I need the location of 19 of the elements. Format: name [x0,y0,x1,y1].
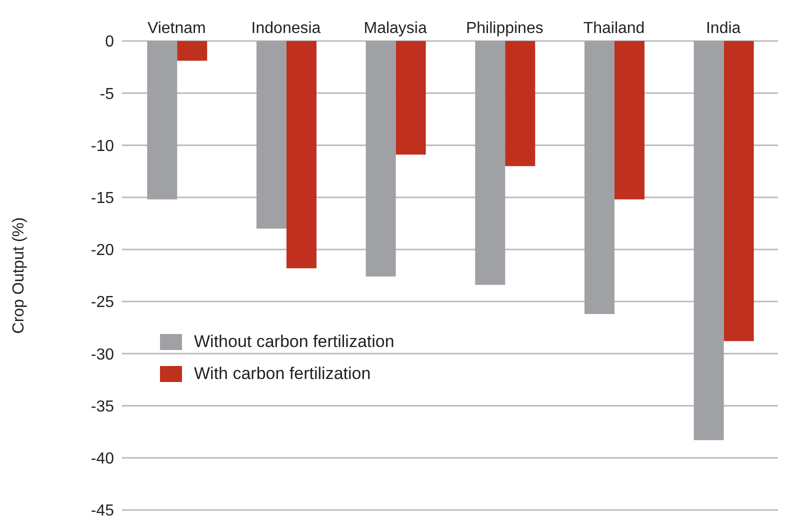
x-tick-label: Vietnam [147,20,206,37]
x-tick-label: India [706,20,741,37]
y-tick-label: 0 [105,34,114,51]
y-tick-label: -30 [90,346,114,364]
legend-label: With carbon fertilization [194,363,371,385]
x-tick-label: Thailand [583,20,645,37]
x-tick-label: Philippines [466,20,544,37]
y-tick-label: -20 [90,242,114,260]
x-tick-label: Malaysia [364,20,427,37]
y-axis-title: Crop Output (%) [10,217,28,334]
x-tick-label: Indonesia [251,20,321,37]
y-tick-label: -25 [90,294,114,312]
y-tick-label: -5 [100,86,114,103]
y-tick-label: -40 [90,450,114,468]
y-tick-label: -35 [90,398,114,416]
y-tick-label: -15 [90,190,114,208]
legend-label: Without carbon fertilization [194,331,394,353]
y-tick-label: -10 [90,138,114,155]
y-tick-label: -45 [90,502,114,519]
